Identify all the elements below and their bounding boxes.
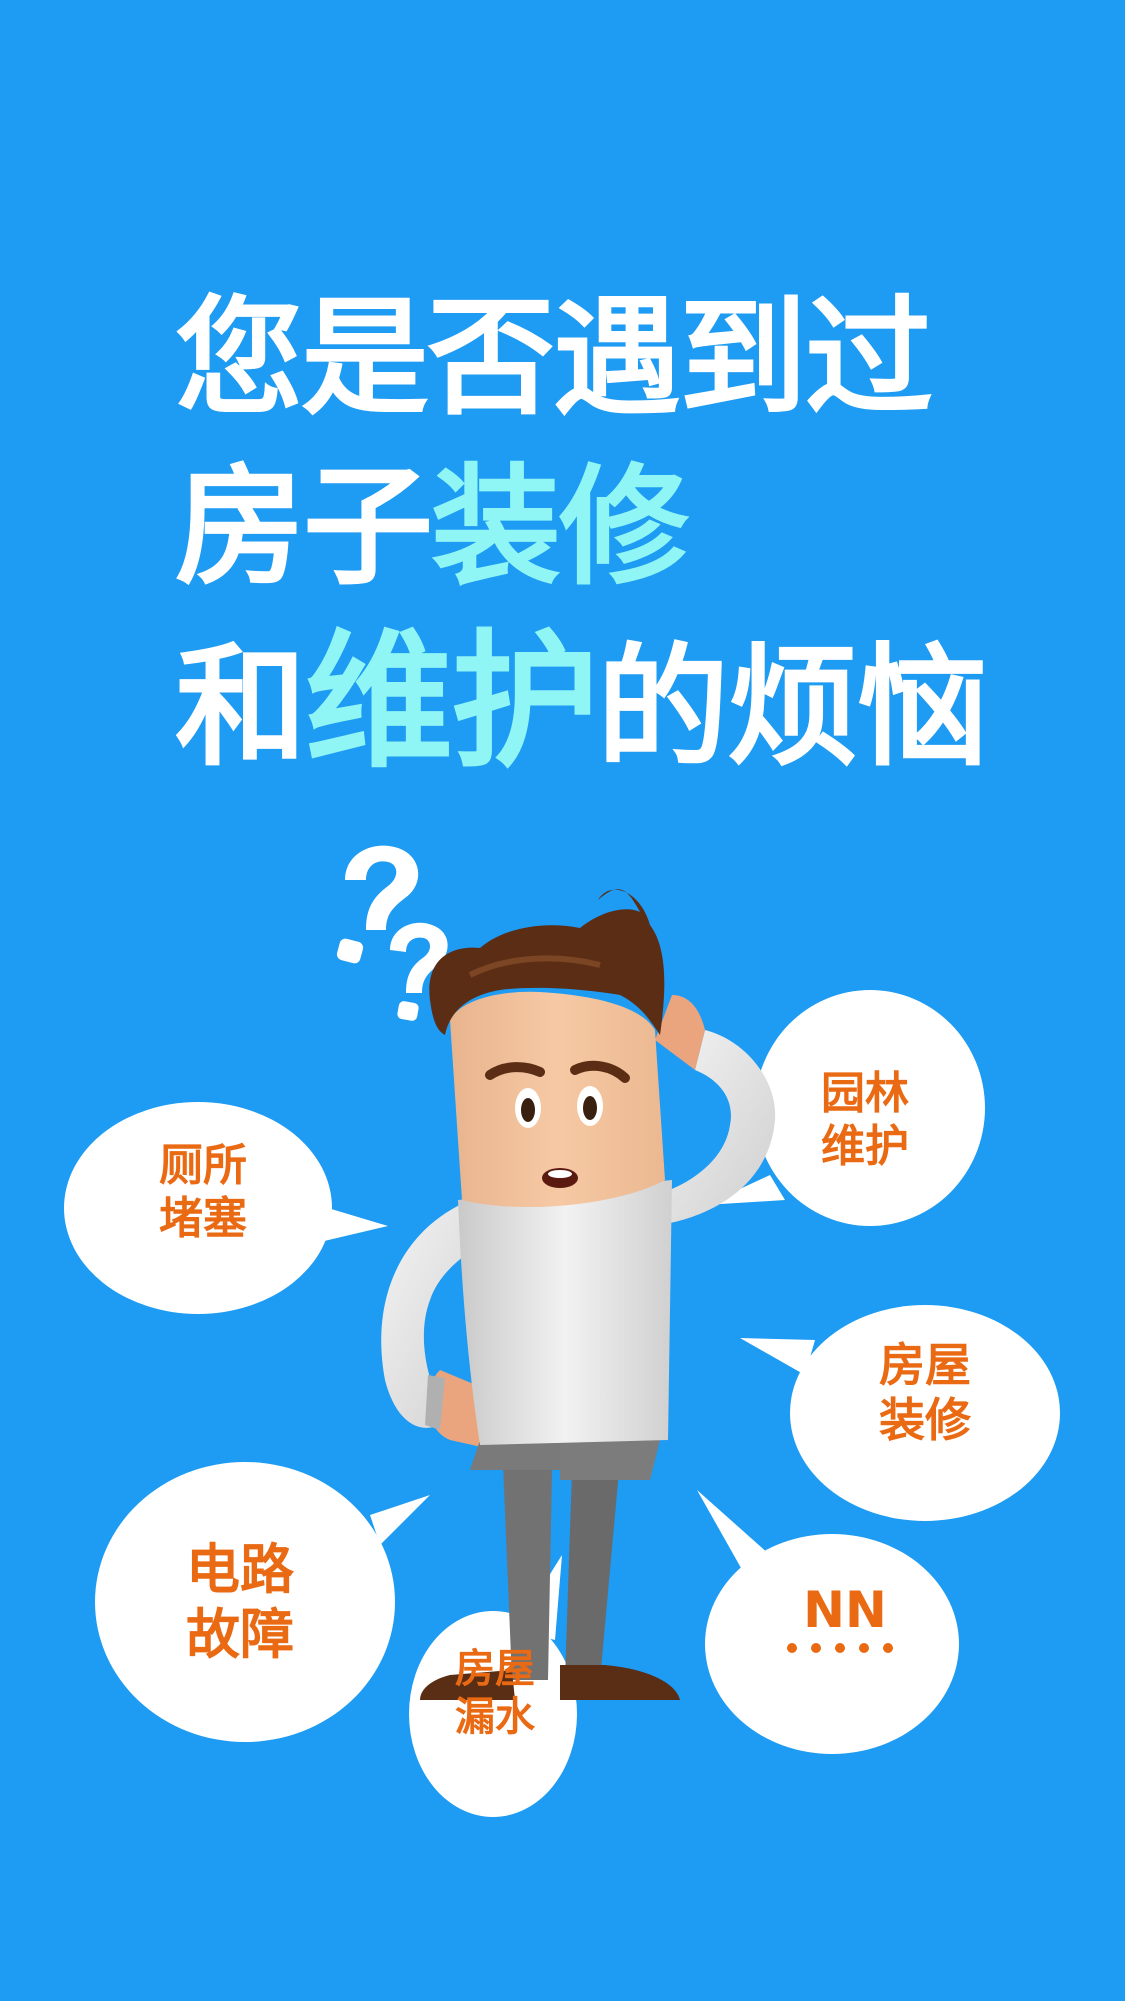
question-mark-icon (336, 845, 448, 1021)
headline-line-1: 您是否遇到过 (175, 295, 933, 423)
bubble-circuit-line-1: 电路 (186, 1538, 294, 1601)
torso (458, 1180, 672, 1445)
bubble-renovation-line-1: 房屋 (879, 1338, 971, 1392)
bubble-toilet-line-2: 堵塞 (159, 1192, 247, 1244)
bubble-label-leak: 房屋 漏水 (420, 1645, 570, 1741)
headline-line-2-highlight: 装修 (431, 451, 689, 603)
speech-bubble-more (697, 1490, 959, 1754)
headline-line-3-end: 的烦恼 (597, 631, 989, 785)
headline-line-1-text: 您是否遇到过 (175, 284, 933, 433)
speech-bubble-circuit (95, 1462, 430, 1742)
bubble-more-text: NN (803, 1581, 887, 1639)
headline-line-2: 房子装修 (175, 462, 689, 592)
bubble-leak-line-2: 漏水 (455, 1694, 535, 1740)
headline-line-3-highlight: 维护 (305, 616, 599, 788)
headline-line-3-start: 和 (175, 631, 307, 785)
bubble-leak-line-1: 房屋 (455, 1646, 535, 1692)
bubble-garden-line-1: 园林 (821, 1068, 909, 1119)
bubble-renovation-line-2: 装修 (879, 1393, 971, 1448)
bubble-label-toilet: 厕所 堵塞 (128, 1140, 278, 1246)
bubble-label-renovation: 房屋 装修 (850, 1338, 1000, 1448)
bubble-label-garden: 园林 维护 (790, 1068, 940, 1174)
head (429, 889, 665, 1208)
headline-line-2-plain: 房子 (175, 451, 433, 603)
legs (420, 1440, 680, 1700)
speech-bubble-toilet (64, 1102, 388, 1314)
ellipsis-dots-icon (787, 1643, 893, 1653)
bubble-circuit-line-2: 故障 (186, 1602, 294, 1666)
bubble-garden-line-2: 维护 (821, 1120, 909, 1172)
headline-line-3: 和维护的烦恼 (175, 628, 989, 776)
right-arm (655, 995, 776, 1225)
speech-bubble-renovation (740, 1305, 1060, 1521)
bubble-toilet-line-1: 厕所 (159, 1140, 247, 1191)
bubble-label-circuit: 电路 故障 (160, 1538, 320, 1668)
bubble-label-more: NN (770, 1580, 920, 1640)
